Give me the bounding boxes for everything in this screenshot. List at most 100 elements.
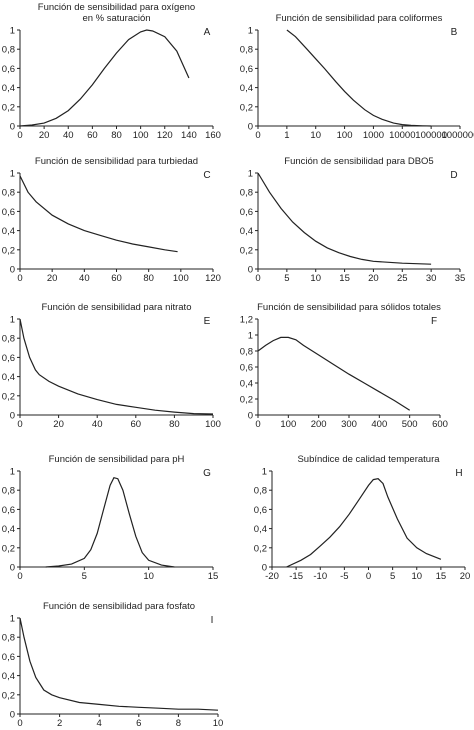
x-tick-label: 40 [79,273,90,284]
y-tick-label: 1 [10,169,15,180]
x-tick-label: 5 [284,273,289,284]
chart-panel-f: 0 100 200 300 400 500 600 0 0,2 0,4 0,6 0,8 1 1,2 Func… [240,302,448,430]
y-tick-label: 0,8 [2,633,15,644]
x-tick-label: 60 [131,419,142,430]
series-line [257,336,411,411]
x-tick-label: 20 [368,273,379,284]
x-tick-label: 10000 [389,130,415,141]
chart-panel-h: -20 -15 -10 -5 0 5 10 15 20 0 0,2 0,4 0,6 0,8 1 Subíndi… [254,454,471,582]
x-tick-label: 200 [311,419,327,430]
y-tick-label: 0 [248,265,253,276]
x-tick-label: 20 [53,419,64,430]
x-tick-label: 160 [205,130,221,141]
y-tick-label: 1 [10,614,15,625]
y-tick-label: 0 [10,122,15,133]
y-tick-label: 0 [10,710,15,721]
y-tick-label: 1 [10,315,15,326]
chart-title: Función de sensibilidad para turbiedad [35,156,198,167]
panel-letter: C [203,170,210,181]
y-tick-label: 0,2 [2,690,15,701]
y-tick-label: 0,8 [240,188,253,199]
y-tick-label: 0,4 [254,524,267,535]
x-tick-label: 500 [402,419,418,430]
series-line [19,617,219,711]
x-tick-label: 20 [39,130,50,141]
x-tick-label: 40 [92,419,103,430]
x-tick-label: 100 [337,130,353,141]
x-tick-label: 5 [82,571,87,582]
x-tick-label: 140 [181,130,197,141]
y-tick-label: 1 [248,331,253,342]
series-line [286,29,432,127]
y-tick-label: 0 [10,563,15,574]
panel-letter: B [451,27,458,38]
chart-title: Función de sensibilidad para fosfato [43,601,195,612]
y-tick-label: 0 [10,411,15,422]
y-tick-label: 0,2 [2,102,15,113]
chart-panel-g: 0 5 10 15 0 0,2 0,4 0,6 0,8 1 Función de sensibili… [2,454,219,582]
panel-letter: F [431,316,437,327]
y-tick-label: 1,2 [240,315,253,326]
chart-title: Subíndice de calidad temperatura [297,454,440,465]
y-tick-label: 0,8 [2,188,15,199]
x-tick-label: 400 [371,419,387,430]
panel-letter: A [204,27,211,38]
chart-title: Función de sensibilidad para sólidos tot… [257,302,441,313]
y-tick-label: 0,6 [2,652,15,663]
y-tick-label: 0,6 [2,207,15,218]
chart-title: en % saturación [82,13,150,24]
y-tick-label: 0,6 [240,207,253,218]
x-tick-label: 100 [205,419,221,430]
panel-letter: G [203,468,211,479]
x-tick-label: 1 [284,130,289,141]
y-tick-label: 0,2 [2,543,15,554]
x-tick-label: 600 [432,419,448,430]
panel-letter: E [204,316,211,327]
x-tick-label: 1000 [363,130,384,141]
x-tick-label: 5 [390,571,395,582]
x-tick-label: 80 [169,419,180,430]
y-tick-label: 0,2 [254,543,267,554]
panel-letter: H [455,468,462,479]
series-line [257,172,432,265]
x-tick-label: 15 [436,571,447,582]
y-tick-label: 0,8 [2,486,15,497]
x-tick-label: -15 [289,571,303,582]
y-tick-label: 0,4 [240,83,253,94]
y-tick-label: 0,2 [240,395,253,406]
x-tick-label: 0 [255,273,260,284]
y-tick-label: 0,6 [240,363,253,374]
series-line [19,29,190,127]
x-tick-label: 10 [411,571,422,582]
y-tick-label: 0,6 [240,64,253,75]
chart-panel-i: 0 2 4 6 8 10 0 0,2 0,4 0,6 0,8 1 Función de sensibil… [2,601,224,729]
x-tick-label: 0 [255,130,260,141]
series-line [19,175,178,253]
x-tick-label: 0 [17,273,22,284]
x-tick-label: 15 [339,273,350,284]
x-tick-label: 20 [47,273,58,284]
x-tick-label: 100 [173,273,189,284]
x-tick-label: 30 [426,273,437,284]
x-tick-label: 10 [310,130,321,141]
y-tick-label: 0 [248,122,253,133]
chart-panel-e: 0 20 40 60 80 100 0 0,2 0,4 0,6 0,8 1 Función de sen… [2,302,221,430]
y-tick-label: 0,8 [240,45,253,56]
chart-panel-a: 0 20 40 60 80 100 120 140 160 0 0,2 0,4 0,6 0,8 1 Funci… [2,2,221,141]
x-tick-label: 60 [87,130,98,141]
y-tick-label: 0 [262,563,267,574]
x-tick-label: 100 [280,419,296,430]
series-line [45,476,175,568]
x-tick-label: 8 [176,718,181,729]
y-tick-label: 0,2 [240,245,253,256]
x-tick-label: 10 [143,571,154,582]
chart-panel-c: 0 20 40 60 80 100 120 0 0,2 0,4 0,6 0,8 1 Función de … [2,156,221,284]
x-tick-label: -5 [340,571,348,582]
x-tick-label: 60 [111,273,122,284]
y-tick-label: 0,4 [2,226,15,237]
panel-letter: D [450,170,457,181]
y-tick-label: 0,4 [2,372,15,383]
x-tick-label: 120 [205,273,221,284]
x-tick-label: 100 [133,130,149,141]
